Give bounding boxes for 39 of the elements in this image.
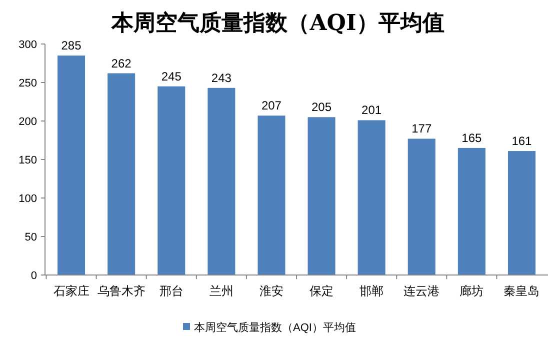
y-tick-label: 50 — [24, 231, 37, 244]
legend-label: 本周空气质量指数（AQI）平均值 — [194, 320, 356, 334]
data-label: 207 — [261, 98, 282, 113]
x-tick-label: 连云港 — [404, 284, 440, 298]
x-tick-label: 保定 — [310, 284, 334, 298]
y-tick-label: 300 — [18, 38, 37, 51]
data-label: 201 — [362, 103, 382, 118]
x-tick-label: 秦皇岛 — [504, 284, 540, 298]
x-tick-label: 邢台 — [159, 284, 184, 298]
x-tick-label: 乌鲁木齐 — [97, 284, 146, 298]
x-tick-label: 兰州 — [209, 284, 234, 298]
bar — [308, 117, 336, 275]
data-label: 285 — [61, 38, 82, 53]
data-label: 161 — [512, 134, 532, 148]
y-tick-label: 100 — [18, 192, 37, 205]
y-tick-label: 200 — [18, 116, 37, 128]
bar — [458, 148, 486, 275]
y-tick-label: 0 — [30, 270, 37, 282]
data-label: 165 — [462, 130, 482, 145]
bar — [108, 73, 136, 275]
data-label: 243 — [211, 70, 232, 85]
bar — [508, 151, 536, 275]
bar — [58, 56, 86, 275]
x-tick-label: 邯郸 — [360, 284, 384, 298]
data-label: 205 — [312, 100, 332, 114]
y-tick-label: 150 — [18, 154, 37, 166]
x-tick-label: 石家庄 — [53, 284, 90, 298]
bar — [258, 116, 286, 275]
chart-title: 本周空气质量指数（AQI）平均值 — [110, 10, 444, 36]
bar — [158, 86, 186, 275]
bar — [208, 88, 236, 275]
x-tick-label: 淮安 — [259, 284, 284, 298]
data-label: 177 — [412, 122, 432, 136]
y-tick-label: 250 — [18, 77, 37, 90]
bar — [408, 138, 436, 275]
bar — [358, 120, 386, 275]
data-label: 262 — [111, 56, 132, 70]
x-tick-label: 廊坊 — [460, 284, 484, 298]
data-label: 245 — [161, 69, 182, 84]
